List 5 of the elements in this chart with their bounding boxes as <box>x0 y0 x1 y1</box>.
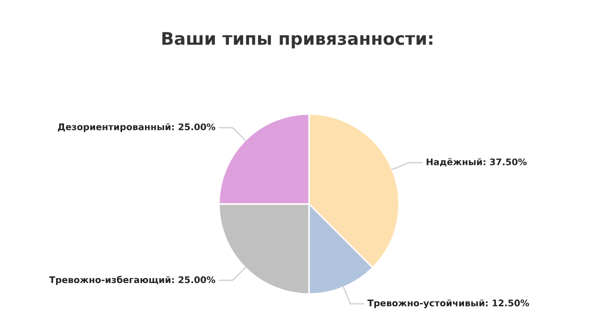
slice-label: Надёжный: 37.50% <box>426 158 527 166</box>
chart-title: Ваши типы привязанности: <box>162 32 432 48</box>
slice-label: Тревожно-избегающий: 25.00% <box>49 276 216 285</box>
slice-label: Тревожно-устойчивый: 12.50% <box>367 299 530 308</box>
slice-label: Дезориентированный: 25.00% <box>58 123 216 132</box>
